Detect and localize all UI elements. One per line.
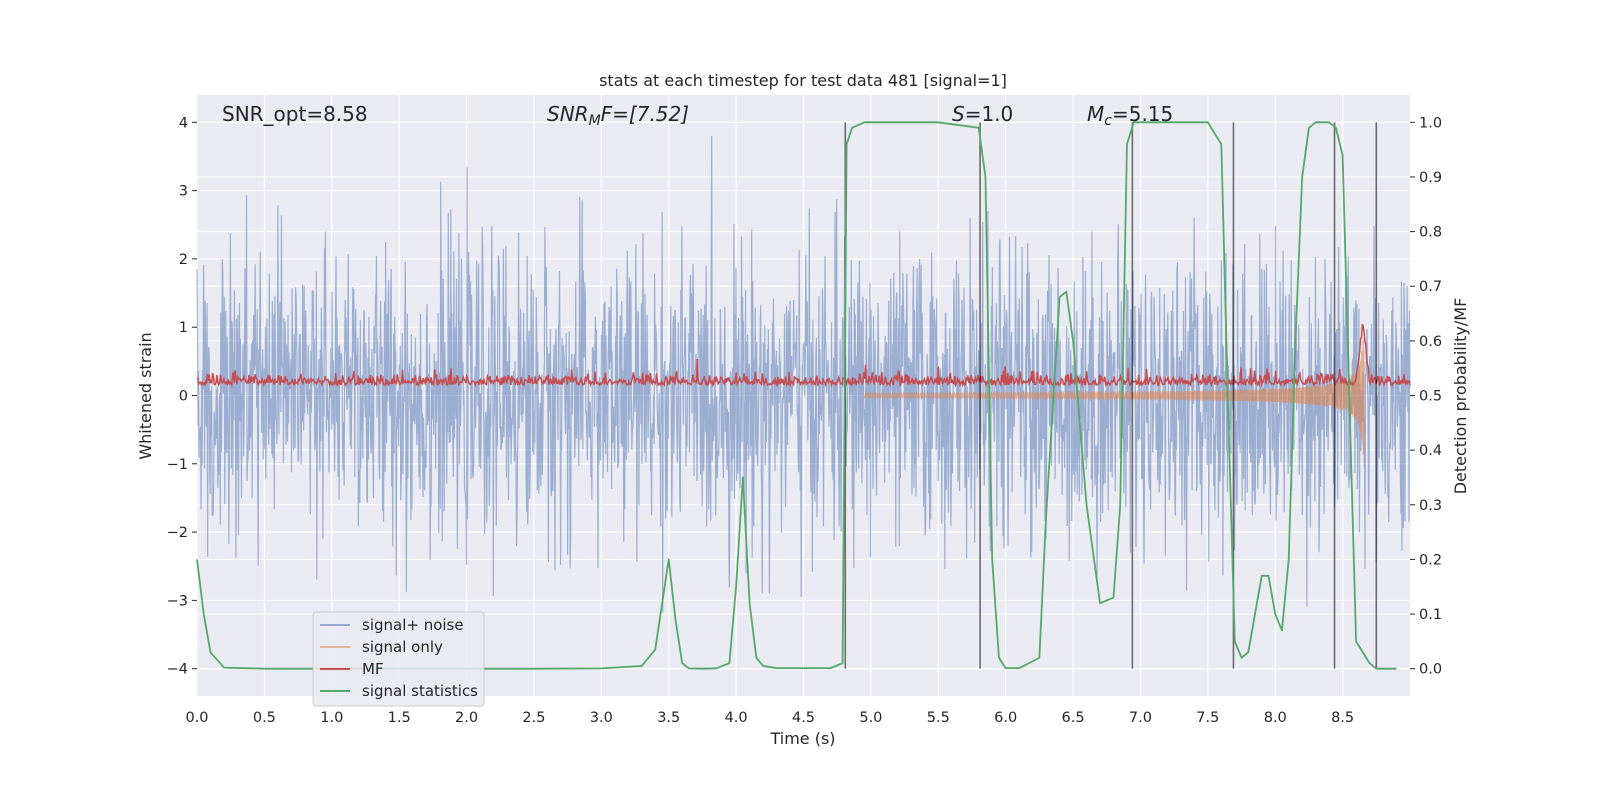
y-tick-label-left: 1 <box>179 320 188 336</box>
x-tick-label: 0.0 <box>185 710 208 726</box>
y-tick-label-right: 0.1 <box>1419 607 1442 623</box>
x-axis-label: Time (s) <box>769 729 835 748</box>
y-tick-label-right: 0.2 <box>1419 552 1442 568</box>
x-tick-label: 0.5 <box>253 710 276 726</box>
signal-statistics-line <box>196 121 1397 670</box>
y-tick-label-right: 0.5 <box>1419 389 1442 405</box>
x-tick-label: 3.5 <box>657 710 680 726</box>
annotation-mc: Mc=5.15 <box>1087 102 1173 129</box>
y-tick-labels-left: 4 3 2 1 0 −1 −2 −3 −4 <box>167 115 197 678</box>
x-tick-label: 8.0 <box>1264 710 1287 726</box>
annotation-snr-opt: SNR_opt=8.58 <box>222 102 368 126</box>
annotation-s: S=1.0 <box>952 102 1013 126</box>
annotation-mc-rest: =5.15 <box>1112 102 1173 126</box>
x-tick-label: 8.5 <box>1331 710 1354 726</box>
legend-label-signal-statistics: signal statistics <box>362 682 478 700</box>
x-tick-label: 2.5 <box>522 710 545 726</box>
x-tick-label: 4.5 <box>792 710 815 726</box>
y-tick-label-left: 0 <box>179 389 188 405</box>
series-signal-only <box>863 339 1365 468</box>
x-tick-label: 3.0 <box>590 710 613 726</box>
y-tick-label-left: −4 <box>167 662 188 678</box>
x-tick-label: 5.0 <box>859 710 882 726</box>
series-mf <box>196 323 1411 388</box>
annotation-snr-mf-main: SNR <box>547 102 589 126</box>
annotation-mc-sub: c <box>1104 113 1112 129</box>
y-tick-label-right: 0.8 <box>1419 225 1442 241</box>
y-tick-label-right: 1.0 <box>1419 115 1442 131</box>
annotation-snr-mf-rest: F=[7.52] <box>601 102 689 126</box>
annotation-snr-mf: SNRMF=[7.52] <box>547 102 689 129</box>
x-tick-label: 7.0 <box>1129 710 1152 726</box>
y-tick-label-right: 0.9 <box>1419 170 1442 186</box>
x-tick-label: 1.5 <box>388 710 411 726</box>
series-signal-statistics <box>196 121 1397 670</box>
mf-line <box>196 323 1411 388</box>
annotation-snr-mf-sub: M <box>589 113 601 129</box>
y-tick-label-left: 2 <box>179 252 188 268</box>
y-tick-label-left: −1 <box>167 457 188 473</box>
legend-label-signal-noise: signal+ noise <box>362 616 464 634</box>
x-tick-label: 6.0 <box>994 710 1017 726</box>
y-tick-label-right: 0.7 <box>1419 279 1442 295</box>
y-tick-label-left: −2 <box>167 525 188 541</box>
y-tick-label-right: 0.4 <box>1419 443 1442 459</box>
y-tick-labels-right: 1.0 0.9 0.8 0.7 0.6 0.5 0.4 0.3 0.2 0.1 0.0 <box>1410 115 1442 678</box>
y-axis-label-right: Detection probability/MF <box>1451 298 1470 495</box>
x-tick-label: 7.5 <box>1196 710 1219 726</box>
x-tick-label: 6.5 <box>1062 710 1085 726</box>
annotation-s-italic: S <box>952 102 965 126</box>
chart-title: stats at each timestep for test data 481… <box>599 71 1007 90</box>
y-tick-label-left: 4 <box>179 115 188 131</box>
legend-label-signal-only: signal only <box>362 638 443 656</box>
y-tick-label-right: 0.6 <box>1419 334 1442 350</box>
y-tick-label-right: 0.0 <box>1419 662 1442 678</box>
x-tick-label: 5.5 <box>927 710 950 726</box>
y-tick-label-left: 3 <box>179 184 188 200</box>
y-tick-label-left: −3 <box>167 593 188 609</box>
x-tick-label: 2.0 <box>455 710 478 726</box>
x-tick-labels: 0.0 0.5 1.0 1.5 2.0 2.5 3.0 3.5 4.0 4.5 5.0 5.5 6.0 6… <box>185 710 1354 726</box>
legend-label-mf: MF <box>362 660 384 678</box>
legend-box <box>312 611 485 707</box>
annotation-s-rest: =1.0 <box>965 102 1014 126</box>
annotation-mc-main: M <box>1087 102 1104 126</box>
y-tick-label-right: 0.3 <box>1419 498 1442 514</box>
legend: signal+ noise signal only MF signal stat… <box>312 611 485 707</box>
x-tick-label: 4.0 <box>725 710 748 726</box>
signal-only-line <box>863 339 1365 468</box>
y-axis-label-left: Whitened strain <box>136 332 155 459</box>
x-tick-label: 1.0 <box>320 710 343 726</box>
